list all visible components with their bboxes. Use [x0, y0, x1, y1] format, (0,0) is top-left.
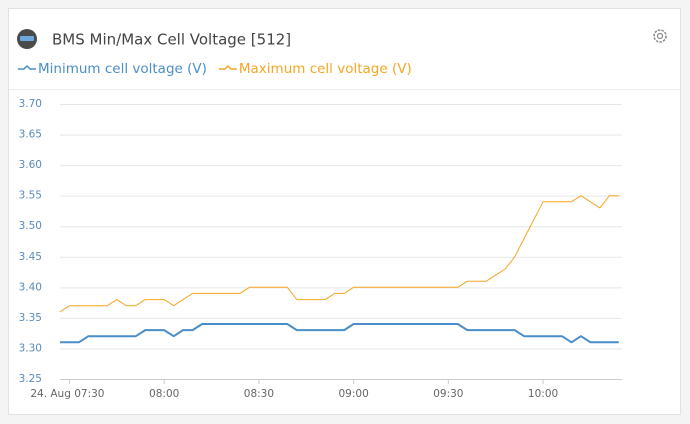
y-tick-label: 3.35 — [19, 312, 42, 324]
gear-outer[interactable] — [653, 29, 667, 43]
x-tick-label: 09:30 — [433, 388, 463, 400]
y-tick-label: 3.45 — [19, 251, 42, 263]
series-line — [60, 323, 619, 344]
x-tick-label: 08:00 — [149, 388, 179, 400]
chart-title: BMS Min/Max Cell Voltage [512] — [52, 31, 291, 49]
x-tick-label: 24. Aug 07:30 — [30, 388, 104, 400]
legend-symbol — [18, 64, 36, 70]
legend-label: Maximum cell voltage (V) — [239, 61, 412, 77]
device-icon-detail — [20, 36, 34, 41]
x-tick-label: 08:30 — [244, 388, 274, 400]
legend-symbol — [218, 64, 237, 70]
gear-inner[interactable] — [656, 32, 664, 40]
y-tick-label: 3.70 — [19, 98, 42, 110]
card — [8, 8, 681, 415]
settings-icon[interactable] — [653, 29, 667, 43]
y-tick-label: 3.25 — [19, 373, 42, 385]
y-tick-label: 3.40 — [19, 281, 42, 293]
series-line — [59, 195, 619, 313]
x-tick-label: 09:00 — [338, 388, 368, 400]
y-tick-label: 3.50 — [19, 220, 42, 232]
y-tick-label: 3.60 — [19, 159, 42, 171]
legend-label: Minimum cell voltage (V) — [38, 61, 207, 77]
x-tick-label: 10:00 — [528, 388, 558, 400]
y-tick-label: 3.65 — [19, 129, 42, 141]
y-tick-label: 3.55 — [19, 190, 42, 202]
y-tick-label: 3.30 — [19, 342, 42, 354]
